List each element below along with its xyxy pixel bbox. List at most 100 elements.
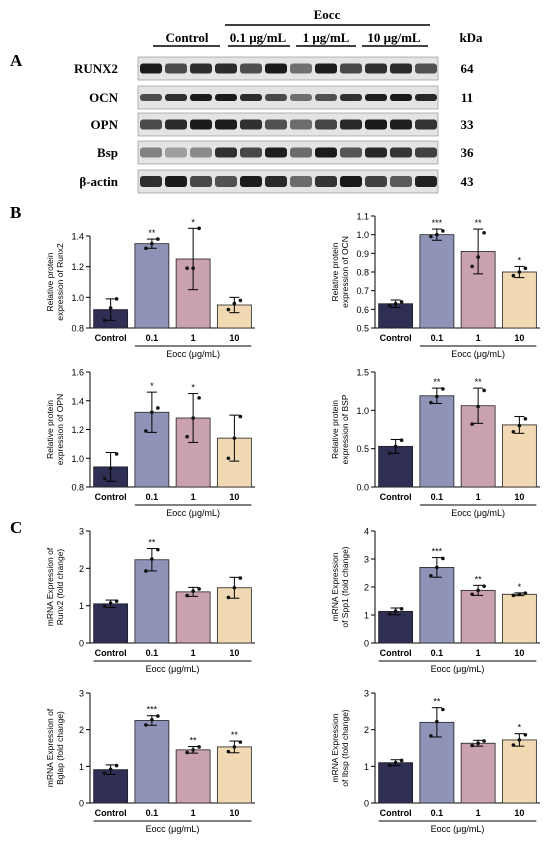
- data-point: [476, 404, 480, 409]
- x-tick-label: Control: [380, 808, 412, 818]
- y-axis-label: mRNA Expression of: [45, 547, 55, 626]
- significance-label: *: [191, 217, 195, 227]
- data-point: [387, 451, 392, 456]
- data-point: [511, 430, 516, 434]
- x-axis-label: Eocc (μg/mL): [146, 824, 200, 834]
- blot-band: [415, 63, 437, 74]
- data-point: [435, 232, 439, 237]
- data-point: [150, 410, 154, 415]
- bar: [501, 424, 537, 488]
- bar: [460, 742, 496, 804]
- data-point: [185, 593, 189, 598]
- bar: [93, 603, 129, 644]
- bar-chart-6: 0 1 2 3 4 mRNA Expression of Spp1 (fold change…: [330, 527, 540, 674]
- data-point: [232, 301, 237, 306]
- blot-band: [215, 63, 237, 74]
- data-point: [144, 569, 148, 573]
- y-axis-label: expression of BSP: [340, 394, 350, 464]
- treatment-label: Eocc: [314, 7, 341, 22]
- blot-band: [215, 94, 237, 101]
- data-point: [238, 298, 243, 303]
- data-point: [114, 763, 119, 768]
- bar: [175, 591, 211, 644]
- data-point: [399, 300, 404, 304]
- data-point: [114, 297, 119, 301]
- blot-protein-label: OCN: [89, 90, 119, 105]
- significance-label: *: [518, 723, 522, 733]
- blot-band: [365, 119, 387, 130]
- blot-strip: [137, 169, 439, 194]
- data-point: [156, 714, 160, 718]
- blot-band: [390, 63, 412, 74]
- data-point: [102, 604, 107, 609]
- panel-letter-c: C: [10, 518, 22, 537]
- data-point: [108, 466, 113, 471]
- bar: [501, 271, 537, 329]
- y-tick-label: 3: [79, 689, 84, 699]
- y-tick-label: 1.4: [71, 396, 84, 406]
- x-tick-label: Control: [380, 333, 412, 343]
- y-tick-label: 0.8: [71, 483, 84, 493]
- blot-band: [165, 147, 187, 158]
- y-tick-label: 1: [364, 611, 369, 621]
- data-point: [435, 394, 439, 399]
- blot-band: [415, 147, 437, 158]
- y-tick-label: 0.0: [356, 483, 369, 493]
- significance-label: **: [433, 697, 441, 707]
- x-axis-label: Eocc (μg/mL): [431, 824, 485, 834]
- blot-band: [265, 176, 287, 187]
- data-point: [517, 270, 522, 274]
- y-tick-label: 3: [79, 527, 84, 537]
- bar: [419, 567, 455, 644]
- panel-letter-b: B: [10, 203, 21, 222]
- significance-label: *: [518, 255, 522, 265]
- data-point: [185, 266, 189, 271]
- blot-band: [340, 63, 362, 74]
- blot-band: [290, 176, 312, 187]
- data-point: [232, 745, 237, 749]
- y-tick-label: 1.1: [356, 212, 369, 222]
- bar: [501, 739, 537, 804]
- bar: [378, 610, 414, 644]
- blot-kda-value: 33: [461, 117, 475, 132]
- data-point: [435, 565, 439, 570]
- blot-protein-label: RUNX2: [74, 61, 118, 76]
- y-axis-label: of Ibsp (fold change): [340, 709, 350, 787]
- blot-band: [315, 94, 337, 101]
- x-axis-label: Eocc (μg/mL): [166, 508, 220, 518]
- x-tick-label: 10: [229, 808, 239, 818]
- data-point: [191, 266, 195, 271]
- data-point: [114, 599, 119, 603]
- data-point: [517, 423, 522, 428]
- bar: [216, 746, 252, 804]
- bar: [175, 749, 211, 804]
- data-point: [102, 771, 107, 776]
- data-point: [517, 738, 522, 742]
- y-axis-label: mRNA Expression: [330, 552, 340, 621]
- data-point: [523, 733, 528, 737]
- data-point: [226, 595, 231, 600]
- blot-band: [240, 147, 262, 158]
- y-tick-label: 0.9: [356, 249, 369, 259]
- data-point: [238, 576, 243, 580]
- x-tick-label: 0.1: [146, 648, 159, 658]
- bar-chart-5: 0 1 2 3 mRNA Expression of Runx2 (fold change…: [45, 527, 255, 674]
- y-tick-label: 2: [79, 725, 84, 735]
- y-tick-label: 0.5: [356, 444, 369, 454]
- data-point: [226, 749, 231, 754]
- blot-band: [215, 176, 237, 187]
- y-tick-label: 1.0: [356, 230, 369, 240]
- blot-band: [290, 63, 312, 74]
- blot-band: [265, 147, 287, 158]
- blot-band: [340, 94, 362, 101]
- blot-band: [190, 147, 212, 158]
- data-point: [429, 234, 433, 239]
- data-point: [150, 557, 154, 561]
- blot-band: [140, 63, 162, 74]
- y-tick-label: 1.0: [356, 406, 369, 416]
- blot-band: [265, 63, 287, 74]
- y-tick-label: 2: [364, 725, 369, 735]
- y-tick-label: 0.8: [71, 324, 84, 334]
- significance-label: **: [433, 377, 441, 387]
- blot-band: [165, 119, 187, 130]
